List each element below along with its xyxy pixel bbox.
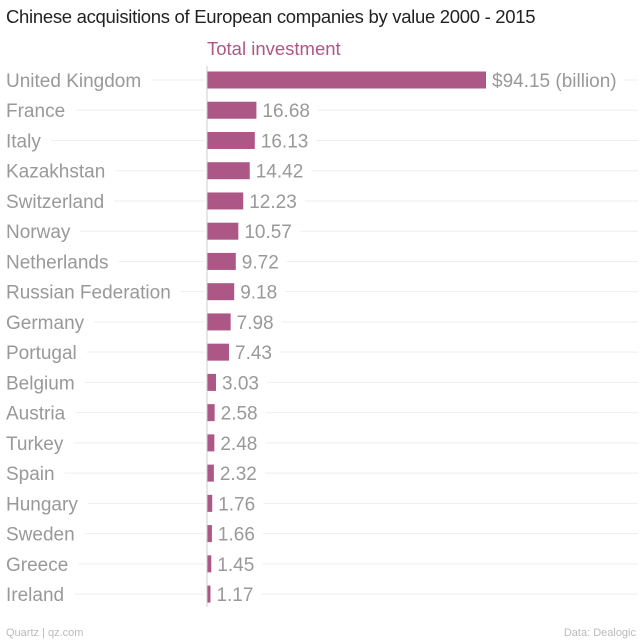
category-label: Austria xyxy=(6,404,66,425)
footer-credit: Quartz | qz.com xyxy=(6,627,84,639)
value-label: 9.18 xyxy=(240,283,277,304)
bar xyxy=(207,71,486,89)
value-label: 2.32 xyxy=(220,464,257,485)
value-label: $94.15 (billion) xyxy=(492,71,617,92)
category-label: United Kingdom xyxy=(6,71,141,92)
bar xyxy=(207,192,244,210)
bar xyxy=(207,222,239,240)
category-label: Spain xyxy=(6,464,55,485)
bar xyxy=(207,585,211,603)
category-label: France xyxy=(6,101,65,122)
category-label: Switzerland xyxy=(6,192,104,213)
category-label: Russian Federation xyxy=(6,283,171,304)
chart-title: Chinese acquisitions of European compani… xyxy=(6,6,536,27)
bar xyxy=(207,404,215,422)
category-label: Belgium xyxy=(6,373,75,394)
value-label: 7.43 xyxy=(235,343,272,364)
value-label: 9.72 xyxy=(242,252,279,273)
value-label: 2.48 xyxy=(220,434,257,455)
category-label: Norway xyxy=(6,222,71,243)
category-label: Italy xyxy=(6,131,41,152)
bar xyxy=(207,494,213,512)
bar xyxy=(207,343,230,361)
footer-source: Data: Dealogic xyxy=(563,627,636,639)
category-label: Germany xyxy=(6,313,85,334)
value-label: 1.45 xyxy=(217,555,254,576)
value-label: 1.76 xyxy=(218,494,255,515)
value-label: 1.66 xyxy=(218,525,255,546)
value-label: 10.57 xyxy=(244,222,292,243)
bar xyxy=(207,162,250,180)
bar xyxy=(207,283,235,301)
bar xyxy=(207,101,257,119)
value-label: 7.98 xyxy=(237,313,274,334)
value-label: 16.13 xyxy=(261,131,309,152)
category-label: Portugal xyxy=(6,343,77,364)
bar xyxy=(207,464,214,482)
bar xyxy=(207,555,212,573)
category-label: Hungary xyxy=(6,494,78,515)
bar xyxy=(207,131,255,149)
value-label: 3.03 xyxy=(222,373,259,394)
category-label: Turkey xyxy=(6,434,64,455)
bar xyxy=(207,252,236,270)
category-label: Kazakhstan xyxy=(6,162,105,183)
category-label: Netherlands xyxy=(6,252,108,273)
value-label: 16.68 xyxy=(262,101,310,122)
category-label: Sweden xyxy=(6,525,75,546)
bar xyxy=(207,313,231,331)
bar xyxy=(207,373,216,391)
value-label: 12.23 xyxy=(249,192,297,213)
category-label: Ireland xyxy=(6,585,64,606)
bar xyxy=(207,525,212,543)
value-label: 14.42 xyxy=(256,162,304,183)
value-label: 1.17 xyxy=(216,585,253,606)
category-label: Greece xyxy=(6,555,68,576)
series-label: Total investment xyxy=(207,38,341,59)
value-label: 2.58 xyxy=(221,404,258,425)
bar xyxy=(207,434,215,452)
